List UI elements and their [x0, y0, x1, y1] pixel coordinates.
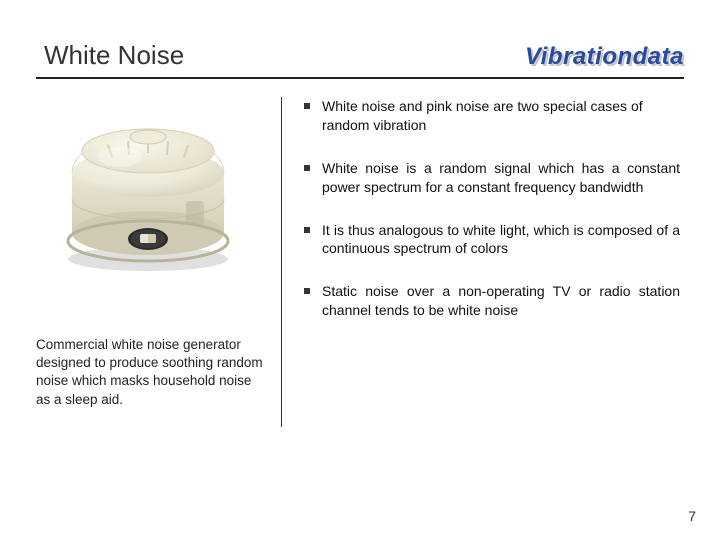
bullet-item: White noise is a random signal which has… — [296, 159, 680, 197]
slide-header: White Noise Vibrationdata — [36, 40, 684, 71]
slide: White Noise Vibrationdata — [0, 0, 720, 540]
column-divider — [281, 97, 282, 427]
bullet-list: White noise and pink noise are two speci… — [296, 97, 680, 320]
right-column: White noise and pink noise are two speci… — [288, 97, 684, 427]
brand-logo: Vibrationdata — [525, 43, 684, 71]
left-column: Commercial white noise generator designe… — [36, 97, 281, 427]
bullet-item: It is thus analogous to white light, whi… — [296, 221, 680, 259]
bullet-item: Static noise over a non-operating TV or … — [296, 282, 680, 320]
device-illustration — [36, 101, 261, 276]
white-noise-device-icon — [36, 101, 261, 276]
header-rule — [36, 77, 684, 79]
device-caption: Commercial white noise generator designe… — [36, 336, 281, 409]
page-number: 7 — [688, 508, 696, 524]
content-row: Commercial white noise generator designe… — [36, 97, 684, 427]
bullet-item: White noise and pink noise are two speci… — [296, 97, 680, 135]
slide-title: White Noise — [36, 40, 184, 71]
